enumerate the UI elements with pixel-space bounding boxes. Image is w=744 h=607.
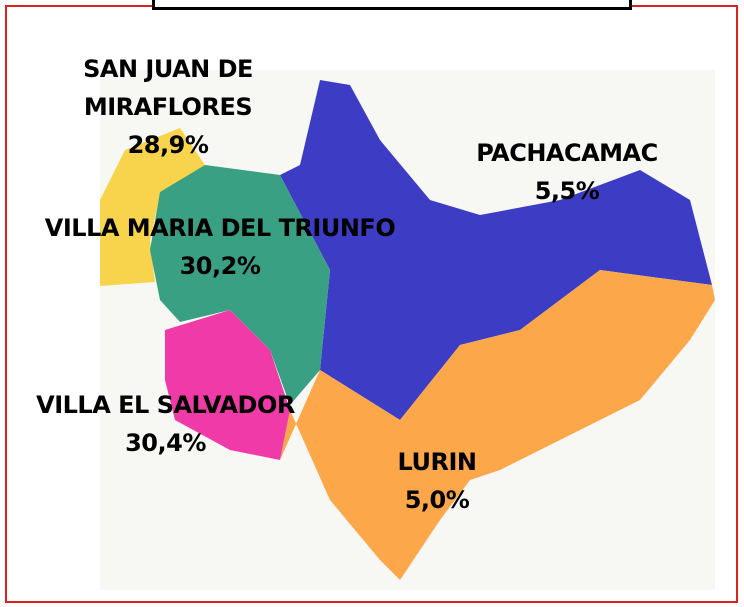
region-name: VILLA MARIA DEL TRIUNFO (44, 214, 396, 242)
region-label: VILLA EL SALVADOR 30,4% (28, 386, 303, 462)
region-pachacamac (280, 80, 712, 420)
region-share: 5,5% (534, 177, 600, 205)
title-box (152, 0, 632, 10)
region-lurin (280, 270, 715, 580)
region-villa-maria-del-triunfo (150, 165, 330, 405)
region-share: 30,2% (179, 252, 261, 280)
region-share: 30,4% (125, 429, 206, 457)
region-label: SAN JUAN DE MIRAFLORES 28,9% (62, 50, 274, 164)
region-name: VILLA EL SALVADOR (36, 391, 295, 419)
region-label: VILLA MARIA DEL TRIUNFO 30,2% (10, 209, 430, 285)
region-label: LURIN 5,0% (367, 443, 507, 519)
region-share: 5,0% (404, 486, 470, 514)
region-san-juan-de-miraflores (100, 128, 205, 286)
region-share: 28,9% (127, 131, 209, 159)
region-name: SAN JUAN DE MIRAFLORES (83, 55, 253, 121)
region-villa-el-salvador (165, 310, 290, 460)
region-label: PACHACAMAC 5,5% (447, 134, 687, 210)
region-name: LURIN (397, 448, 477, 476)
region-name: PACHACAMAC (476, 139, 658, 167)
